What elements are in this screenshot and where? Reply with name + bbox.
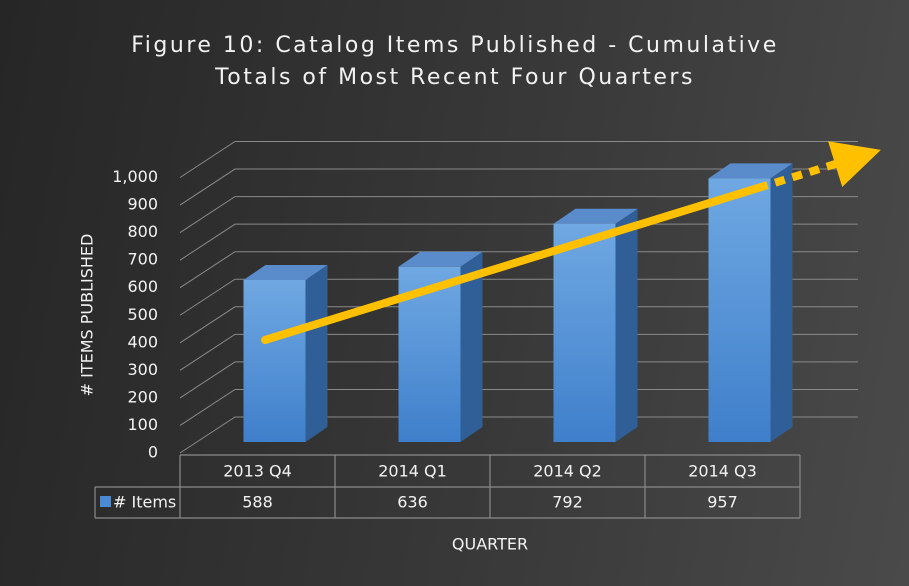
- bar: [243, 280, 306, 442]
- bar-top: [553, 208, 638, 224]
- y-tick-label: 100: [127, 415, 158, 434]
- bar-top: [398, 251, 483, 267]
- y-tick-label: 800: [127, 222, 158, 241]
- x-axis-label: QUARTER: [452, 535, 528, 554]
- x-tick-label: 2013 Q4: [223, 462, 292, 481]
- bar-side: [615, 208, 638, 442]
- y-tick-label: 400: [127, 332, 158, 351]
- chart-title: Figure 10: Catalog Items Published - Cum…: [131, 33, 779, 90]
- bar-top: [243, 265, 328, 281]
- grid-line: [179, 251, 858, 289]
- bar-side: [305, 265, 328, 442]
- grid-line: [179, 388, 858, 426]
- y-tick-label: 0: [148, 443, 158, 462]
- grid-line: [179, 416, 858, 454]
- y-tick-label: 600: [127, 277, 158, 296]
- table-value: 792: [552, 493, 583, 512]
- grid: [179, 141, 858, 454]
- y-tick-label: 300: [127, 360, 158, 379]
- y-tick-label: 900: [127, 195, 158, 214]
- grid-line: [179, 361, 858, 399]
- legend-label: # Items: [113, 493, 176, 512]
- y-tick-label: 500: [127, 305, 158, 324]
- y-tick-label: 200: [127, 387, 158, 406]
- grid-line: [179, 196, 858, 234]
- grid-line: [179, 333, 858, 371]
- x-tick-label: 2014 Q2: [533, 462, 602, 481]
- y-axis-label: # ITEMS PUBLISHED: [78, 234, 97, 397]
- x-tick-label: 2014 Q1: [378, 462, 447, 481]
- grid-line: [179, 168, 858, 206]
- bar: [553, 223, 616, 442]
- bar-side: [770, 163, 793, 442]
- bar: [708, 178, 771, 442]
- bar-side: [460, 251, 483, 442]
- grid-line: [179, 306, 858, 344]
- x-tick-label: 2014 Q3: [688, 462, 757, 481]
- data-table: [94, 454, 801, 519]
- trend-arrow: [261, 184, 762, 344]
- bars: [243, 163, 793, 442]
- y-tick-label: 700: [127, 250, 158, 269]
- grid-line: [179, 278, 858, 316]
- table-value: 588: [242, 493, 273, 512]
- table-value: 636: [397, 493, 428, 512]
- table-value: 957: [707, 493, 738, 512]
- legend-swatch: [100, 496, 111, 507]
- bar-top: [708, 163, 793, 179]
- grid-line: [179, 141, 858, 178]
- y-tick-label: 1,000: [112, 167, 158, 186]
